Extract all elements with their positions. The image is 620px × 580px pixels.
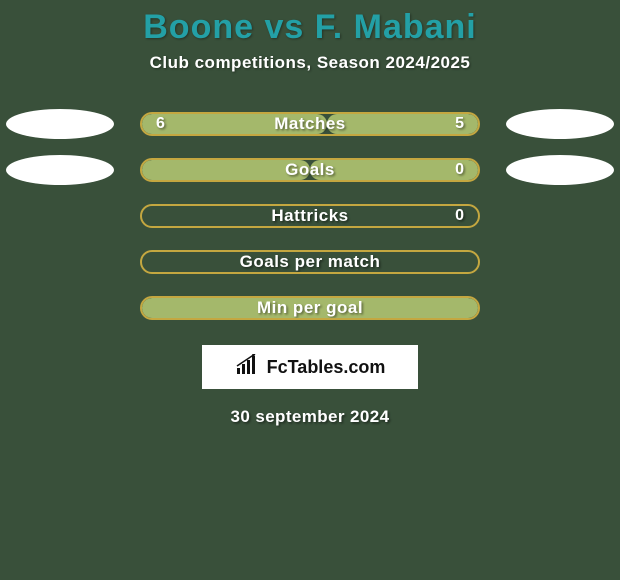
stat-label: Hattricks <box>142 206 478 226</box>
stat-label: Matches <box>142 114 478 134</box>
stat-row: Matches6 5 <box>0 101 620 147</box>
stat-bar: Matches6 5 <box>140 112 480 136</box>
player-right-oval <box>506 109 614 139</box>
logo-box[interactable]: FcTables.com <box>202 345 418 389</box>
stat-value-right: 0 <box>455 161 464 179</box>
stat-label: Min per goal <box>142 298 478 318</box>
date-label: 30 september 2024 <box>0 407 620 427</box>
stat-row: Hattricks0 <box>0 193 620 239</box>
subtitle: Club competitions, Season 2024/2025 <box>0 53 620 73</box>
stat-label: Goals <box>142 160 478 180</box>
stat-bar: Goals0 <box>140 158 480 182</box>
stat-rows-container: Matches65Goals0Hattricks0Goals per match… <box>0 101 620 331</box>
stat-value-left: 6 <box>156 115 165 133</box>
logo-text: FcTables.com <box>267 357 386 378</box>
stat-label: Goals per match <box>142 252 478 272</box>
stat-value-right: 0 <box>455 207 464 225</box>
stat-value-right: 5 <box>455 115 464 133</box>
player-right-oval <box>506 155 614 185</box>
page-title: Boone vs F. Mabani <box>0 0 620 53</box>
stat-bar: Min per goal <box>140 296 480 320</box>
stat-bar: Hattricks0 <box>140 204 480 228</box>
chart-bars-icon <box>235 354 261 381</box>
stat-row: Min per goal <box>0 285 620 331</box>
stat-row: Goals per match <box>0 239 620 285</box>
stat-bar: Goals per match <box>140 250 480 274</box>
stat-row: Goals0 <box>0 147 620 193</box>
player-left-oval <box>6 155 114 185</box>
player-left-oval <box>6 109 114 139</box>
stats-comparison-card: Boone vs F. Mabani Club competitions, Se… <box>0 0 620 580</box>
